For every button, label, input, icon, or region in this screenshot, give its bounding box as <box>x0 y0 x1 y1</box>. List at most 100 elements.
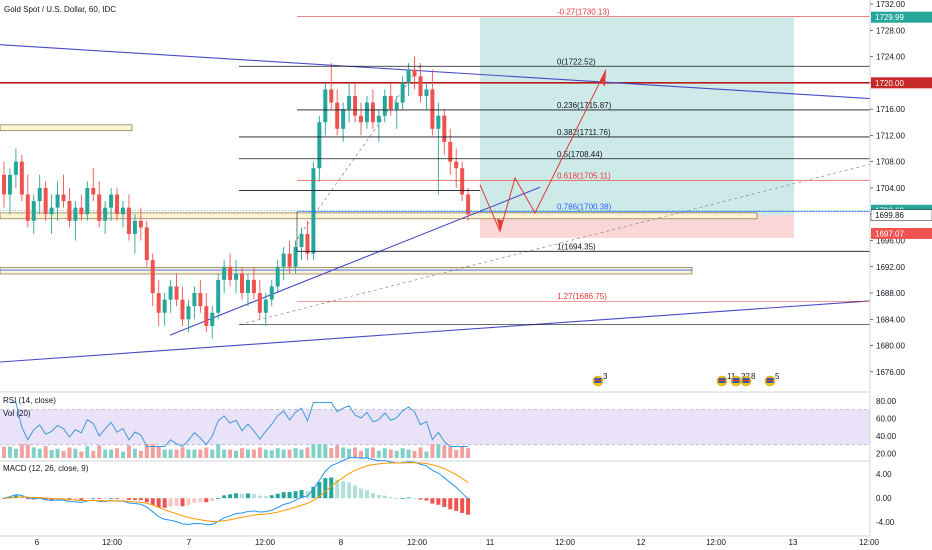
macd-histogram-bar <box>168 498 173 507</box>
candle-body <box>341 109 346 129</box>
candle-body <box>305 233 310 254</box>
volume-bar <box>174 449 179 458</box>
candle-body <box>55 194 60 208</box>
volume-bar <box>228 449 233 458</box>
candle-body <box>97 194 102 221</box>
time-tick-label: 12:00 <box>255 538 276 547</box>
volume-bar <box>281 449 286 458</box>
price-badge-label: 1697.07 <box>875 229 904 238</box>
volume-bar <box>418 447 423 458</box>
candle-body <box>192 293 197 307</box>
macd-histogram-bar <box>436 498 441 505</box>
candle-body <box>418 76 423 96</box>
macd-histogram-bar <box>329 477 334 499</box>
volume-bar <box>156 446 161 458</box>
macd-histogram-bar <box>91 497 96 499</box>
volume-bar <box>61 450 66 458</box>
candle-body <box>138 220 143 228</box>
candle-body <box>311 168 316 254</box>
macd-histogram-bar <box>442 498 447 508</box>
candle-body <box>436 115 441 129</box>
price-badge-label: 1720.00 <box>875 79 904 88</box>
candle-body <box>61 194 66 202</box>
macd-histogram-bar <box>251 494 256 499</box>
zones-layer <box>0 17 794 275</box>
time-tick-label: 11 <box>486 538 495 547</box>
price-tick-label: 1716.00 <box>876 105 905 114</box>
candle-body <box>210 312 215 326</box>
volume-bar <box>406 449 411 458</box>
volume-bar <box>132 448 137 458</box>
volume-bar <box>317 444 322 458</box>
volume-bar <box>460 446 465 458</box>
rsi-tick-label: 40.00 <box>876 432 897 441</box>
candle-body <box>198 293 203 307</box>
volume-bar <box>115 448 120 458</box>
price-axis-bg <box>870 0 932 550</box>
fib-level-label: 1.27(1686.75) <box>557 292 607 301</box>
candle-body <box>156 293 161 313</box>
volume-bar <box>335 445 340 458</box>
projected-path <box>479 69 607 233</box>
time-axis[interactable]: 6 12:00 7 12:00 8 12:00 11 12:00 12 12:00 13 12:00 <box>0 535 880 547</box>
volume-bar <box>13 448 18 458</box>
candle-body <box>109 194 114 208</box>
macd-histogram-bar <box>347 482 352 499</box>
candle-body <box>144 227 149 261</box>
macd-histogram-bar <box>2 498 6 499</box>
candle-body <box>132 220 137 234</box>
volume-bar <box>240 448 244 458</box>
time-tick-label: 12:00 <box>407 538 428 547</box>
macd-histogram-bar <box>25 498 30 500</box>
volume-bar <box>251 449 256 458</box>
time-tick-label: 7 <box>187 538 192 547</box>
rsi-tick-label: 60.00 <box>876 414 897 423</box>
macd-histogram-bar <box>43 498 48 500</box>
dashed-trend-lower <box>239 163 871 325</box>
signal-line <box>3 462 469 522</box>
price-axis[interactable]: 1732.00 1728.00 1724.00 1720.00 1716.00 1712.… <box>869 0 932 550</box>
volume-bar <box>49 450 54 458</box>
macd-label: MACD (12, 26, close, 9) <box>3 464 89 473</box>
volume-bar <box>436 444 441 458</box>
volume-bar <box>329 447 334 458</box>
volume-bar <box>150 444 155 458</box>
volume-bar <box>347 448 352 458</box>
macd-histogram-bar <box>228 494 233 499</box>
volume-bar <box>299 449 304 458</box>
volume-bar <box>412 450 417 458</box>
macd-histogram-bar <box>97 498 102 499</box>
candle-body <box>168 286 173 300</box>
macd-histogram-bar <box>186 498 191 506</box>
volume-bar <box>388 449 393 458</box>
candle-body <box>412 69 417 77</box>
fib-level-label: 1(1694.35) <box>557 242 596 251</box>
macd-histogram-bar <box>126 498 131 500</box>
time-tick-label: 8 <box>339 538 344 547</box>
volume-bar <box>400 448 405 458</box>
macd-histogram-bar <box>275 493 280 499</box>
macd-histogram-bar <box>305 490 310 499</box>
rsi-band <box>0 409 870 445</box>
price-tick-label: 1696.00 <box>876 236 905 245</box>
macd-tick-label: -4.00 <box>876 518 895 527</box>
volume-bar <box>222 449 227 458</box>
candle-body <box>186 306 191 320</box>
macd-histogram-bar <box>299 490 304 499</box>
candle-body <box>31 201 36 221</box>
volume-bar <box>192 449 197 458</box>
lower-channel-line <box>0 300 871 363</box>
candle-body <box>67 201 72 221</box>
candle-body <box>382 95 387 116</box>
price-tick-label: 1676.00 <box>876 368 905 377</box>
volume-bar <box>269 450 274 458</box>
candle-body <box>85 187 90 215</box>
stop-loss-zone <box>480 215 794 238</box>
macd-histogram-bar <box>293 491 298 499</box>
macd-histogram-bar <box>144 498 149 503</box>
volume-bar <box>7 446 12 458</box>
candle-body <box>400 82 405 103</box>
volume-bar <box>442 445 447 458</box>
candle-body <box>347 95 352 110</box>
